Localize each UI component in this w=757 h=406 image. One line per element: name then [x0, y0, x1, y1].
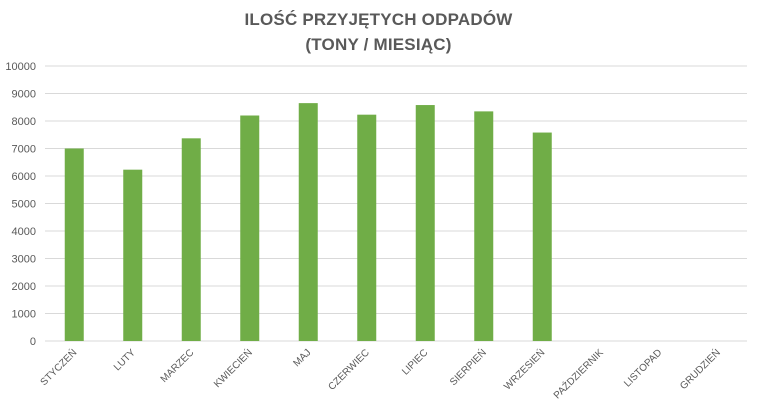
y-tick-label: 3000: [12, 254, 36, 266]
x-tick-label: LUTY: [112, 347, 138, 373]
bar: [181, 138, 201, 341]
bar: [123, 169, 143, 341]
bar: [357, 114, 377, 341]
x-tick-label: CZERWIEC: [327, 347, 372, 392]
bar: [532, 132, 552, 341]
x-tick-label: MAJ: [291, 347, 313, 369]
y-tick-label: 1000: [12, 309, 36, 321]
y-tick-label: 7000: [12, 144, 36, 156]
y-tick-label: 6000: [12, 171, 36, 183]
chart-title-line-2: (TONY / MIESIĄC): [305, 35, 452, 54]
y-tick-label: 2000: [12, 281, 36, 293]
y-tick-label: 10000: [5, 61, 36, 73]
x-tick-label: STYCZEŃ: [37, 346, 79, 388]
y-tick-label: 9000: [12, 89, 36, 101]
bar: [240, 115, 260, 341]
x-tick-label: WRZESIEŃ: [501, 346, 548, 393]
y-tick-label: 5000: [12, 199, 36, 211]
x-tick-label: SIERPIEŃ: [447, 346, 489, 388]
x-tick-label: GRUDZIEŃ: [677, 346, 723, 392]
x-tick-label: KWIECIEŃ: [211, 346, 255, 390]
y-tick-label: 0: [30, 336, 36, 348]
bar: [298, 103, 318, 341]
x-tick-label: LISTOPAD: [622, 347, 664, 389]
x-tick-label: PAŹDZIERNIK: [550, 346, 606, 402]
bar: [474, 111, 494, 341]
y-tick-label: 8000: [12, 116, 36, 128]
bar: [64, 148, 84, 341]
chart-title-line-1: ILOŚĆ PRZYJĘTYCH ODPADÓW: [244, 10, 513, 29]
bar: [415, 105, 435, 341]
x-tick-label: LIPIEC: [400, 347, 430, 377]
y-tick-label: 4000: [12, 226, 36, 238]
x-tick-label: MARZEC: [159, 347, 197, 385]
